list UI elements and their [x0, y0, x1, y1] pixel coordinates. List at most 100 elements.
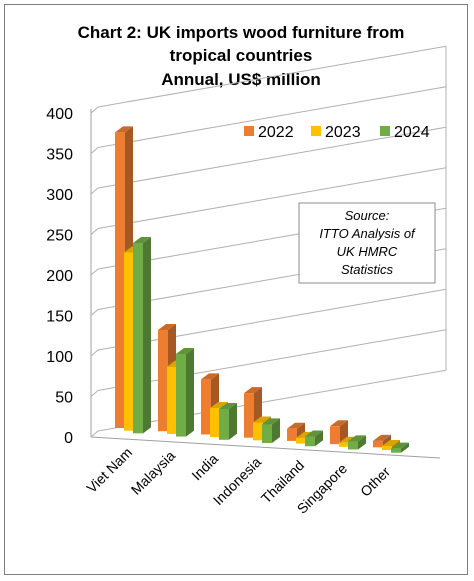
bar-side-face [315, 430, 323, 447]
bar-top-face [382, 439, 400, 446]
source-note: Source: ITTO Analysis of UK HMRC Statistics [298, 202, 436, 284]
bar-front-face [253, 422, 263, 441]
bar-top-face [287, 422, 305, 429]
legend-label-2022: 2022 [258, 124, 294, 141]
legend-label-2024: 2024 [394, 124, 430, 141]
bar-front-face [373, 440, 383, 448]
chart-title-line: Annual, US$ million [161, 70, 321, 89]
bar-2024-thailand [305, 430, 323, 447]
bar-2024-viet-nam [133, 237, 151, 434]
bar-top-face [219, 403, 237, 410]
source-note-line: ITTO Analysis of [319, 226, 416, 241]
y-axis-ticks: 0 50 100 150 200 250 300 350 400 [46, 106, 73, 447]
bar-front-face [158, 329, 168, 432]
bar-front-face [382, 445, 392, 451]
y-tick-label: 400 [46, 106, 73, 123]
floor-front-edge [90, 436, 441, 459]
source-note-line: UK HMRC [337, 244, 398, 259]
bar-top-face [158, 323, 176, 330]
bar-front-face [115, 132, 125, 428]
y-tick-label: 100 [46, 349, 73, 366]
legend-label-2023: 2023 [325, 124, 361, 141]
legend-swatch-2024 [380, 126, 390, 136]
grid-line [97, 167, 447, 229]
bar-top-face [262, 418, 280, 425]
bar-front-face [244, 393, 254, 438]
y-tick-label: 250 [46, 228, 73, 245]
grid-connector [90, 187, 99, 195]
bar-front-face [176, 353, 186, 437]
chart-title-line: tropical countries [170, 46, 313, 65]
bar-side-face [229, 403, 237, 440]
grid-line [97, 329, 447, 391]
x-tick-label: Other [357, 463, 393, 499]
bar-front-face [287, 428, 297, 441]
bar-2024-other [391, 442, 409, 453]
grid-connector [90, 147, 99, 154]
x-tick-label: Viet Nam [83, 444, 135, 496]
bar-top-face [330, 420, 348, 427]
y-tick-label: 350 [46, 147, 73, 164]
bar-side-face [143, 237, 151, 434]
grid-line [97, 86, 447, 148]
source-note-line: Statistics [341, 262, 394, 277]
bar-2024-malaysia [176, 347, 194, 437]
legend: 2022 2023 2024 [244, 124, 430, 141]
bar-marks [115, 126, 409, 453]
x-tick-label: Malaysia [128, 447, 179, 498]
y-tick-label: 0 [64, 430, 73, 447]
bar-front-face [167, 366, 177, 434]
bar-top-face [305, 430, 323, 437]
y-tick-label: 300 [46, 187, 73, 204]
chart-title-line: Chart 2: UK imports wood furniture from [78, 23, 405, 42]
bar-front-face [339, 442, 349, 447]
legend-swatch-2022 [244, 126, 254, 136]
bar-2024-singapore [348, 435, 366, 450]
bar-side-face [358, 435, 366, 450]
bar-front-face [201, 379, 211, 435]
grid-line [97, 369, 447, 432]
bar-front-face [262, 424, 272, 444]
grid-connector [90, 349, 99, 357]
y-tick-label: 50 [55, 390, 73, 407]
grid-connector [90, 390, 99, 397]
bar-top-face [373, 434, 391, 441]
grid-connector [90, 268, 99, 276]
bar-front-face [391, 448, 401, 453]
bar-front-face [296, 437, 306, 444]
grid-connector [90, 228, 99, 235]
x-tick-label: India [188, 450, 221, 483]
bar-top-face [201, 373, 219, 380]
bar-top-face [210, 401, 228, 408]
bar-2024-indonesia [262, 418, 280, 444]
bar-top-face [391, 442, 409, 449]
bar-top-face [133, 237, 151, 243]
chart-title: Chart 2: UK imports wood furniture from t… [78, 23, 405, 89]
y-tick-label: 150 [46, 309, 73, 326]
bar-front-face [133, 243, 143, 434]
bar-top-face [176, 347, 194, 354]
bar-front-face [330, 426, 340, 445]
bar-top-face [348, 435, 366, 442]
grid-connector [90, 309, 99, 316]
grid-line [97, 126, 447, 189]
chart-svg: Chart 2: UK imports wood furniture from t… [46, 23, 447, 517]
bar-front-face [305, 436, 315, 447]
bar-front-face [124, 252, 134, 431]
bar-front-face [210, 407, 220, 438]
bar-2024-india [219, 403, 237, 440]
legend-swatch-2023 [311, 126, 321, 136]
bar-front-face [348, 441, 358, 450]
source-note-box [298, 202, 436, 284]
source-note-line: Source: [345, 208, 390, 223]
bar-top-face [253, 416, 271, 423]
grid-connector [90, 430, 99, 438]
bar-side-face [401, 442, 409, 453]
y-tick-label: 200 [46, 268, 73, 285]
chart-frame: Chart 2: UK imports wood furniture from t… [4, 4, 468, 575]
bar-side-face [186, 347, 194, 437]
bar-front-face [219, 409, 229, 440]
grid-connector [90, 106, 99, 114]
grid-line [97, 45, 447, 108]
